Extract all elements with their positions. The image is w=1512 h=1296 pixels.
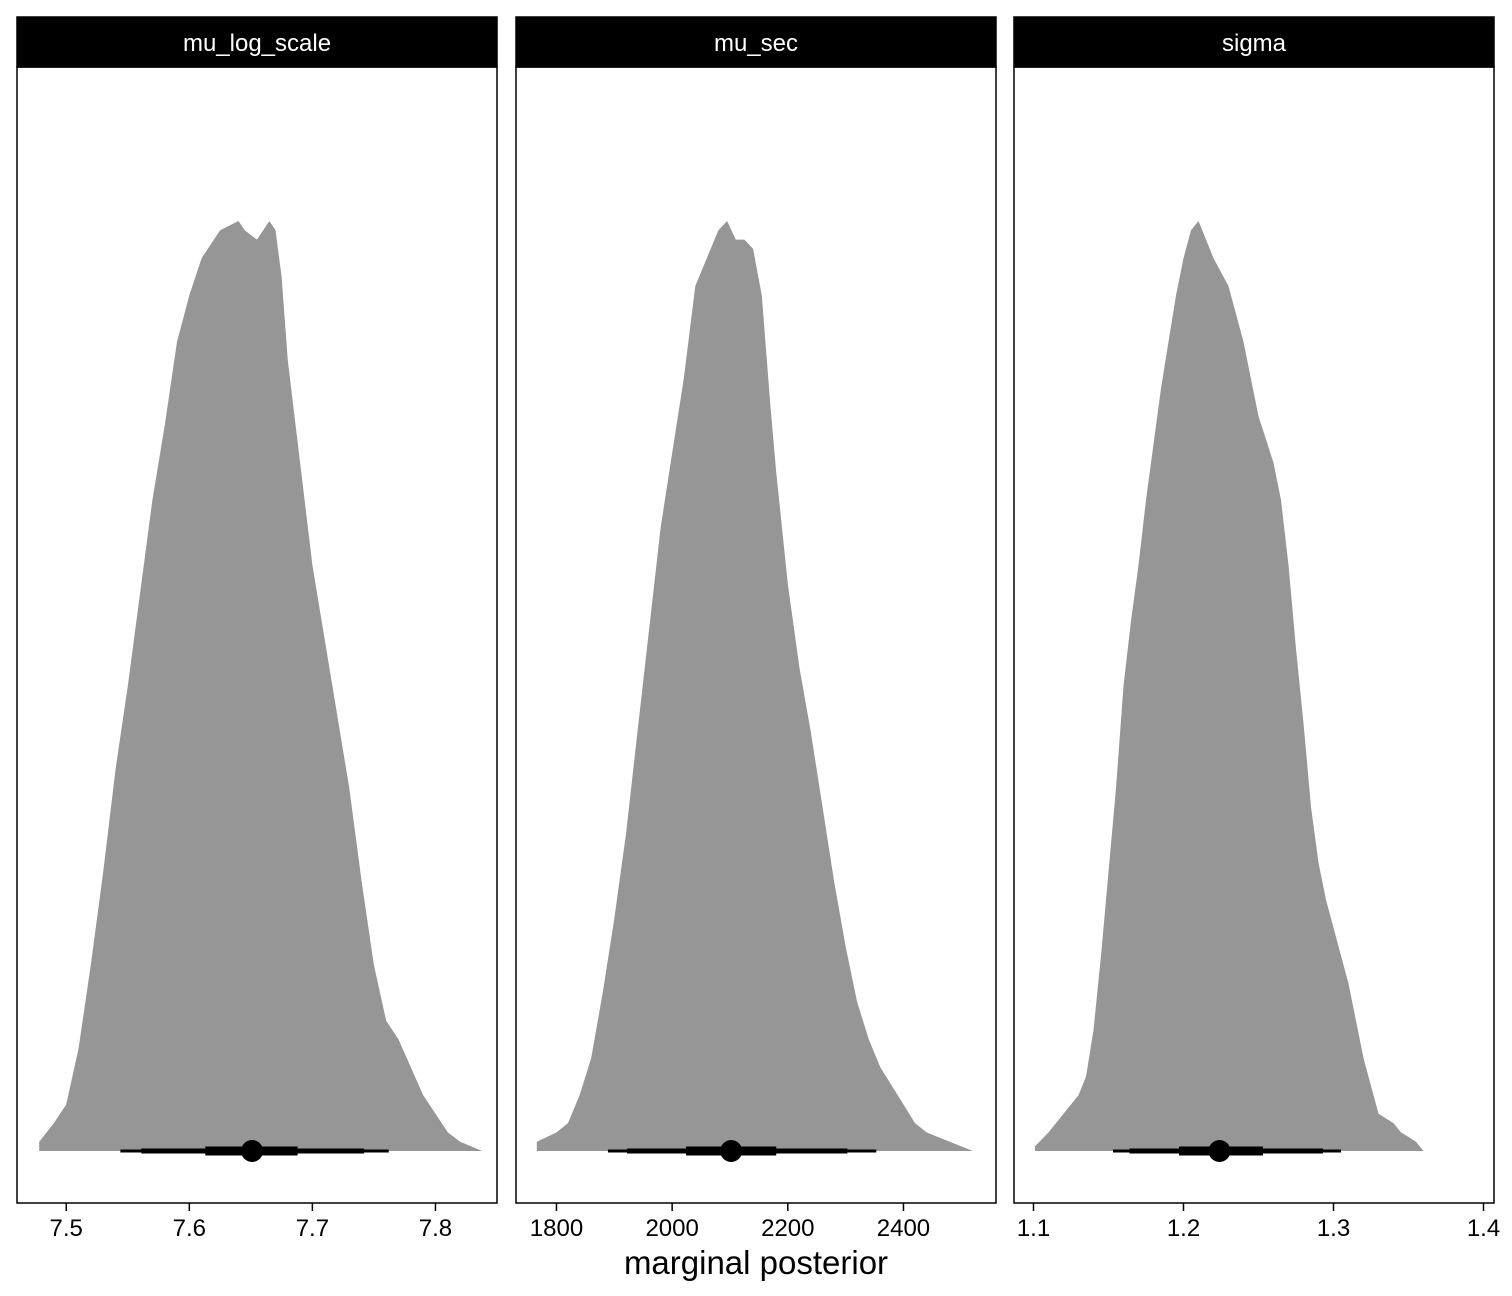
- x-tick-label: 7.7: [296, 1215, 329, 1242]
- x-tick-label: 1.4: [1467, 1215, 1500, 1242]
- x-tick-label: 1.2: [1167, 1215, 1200, 1242]
- x-tick-label: 7.5: [50, 1215, 83, 1242]
- point-estimate: [241, 1140, 264, 1162]
- x-axis-title: marginal posterior: [624, 1244, 888, 1281]
- facet-panel-sigma: sigma 1.1 1.2 1.3 1.4: [1013, 16, 1500, 1242]
- point-estimate: [1208, 1140, 1231, 1162]
- x-tick-label: 1.1: [1017, 1215, 1050, 1242]
- density-area: [39, 221, 483, 1151]
- density-area: [536, 221, 983, 1151]
- x-tick-label: 2000: [645, 1215, 698, 1242]
- panel-border: [1013, 66, 1495, 1204]
- facet-strip: [1013, 16, 1495, 68]
- x-tick-label: 7.8: [419, 1215, 452, 1242]
- x-tick-label: 7.6: [173, 1215, 206, 1242]
- facet-strip-label: mu_sec: [714, 30, 798, 57]
- x-tick-label: 2400: [877, 1215, 930, 1242]
- facet-strip: [515, 16, 997, 68]
- x-tick-label: 2200: [761, 1215, 814, 1242]
- density-area: [1035, 221, 1475, 1151]
- facet-strip-label: sigma: [1222, 30, 1287, 57]
- x-tick-label: 1800: [530, 1215, 583, 1242]
- facet-panel-mu-log-scale: mu_log_scale 7.5 7.6 7.7 7.8: [16, 16, 498, 1242]
- facet-strip-label: mu_log_scale: [183, 30, 331, 57]
- point-estimate: [720, 1140, 743, 1162]
- facet-panel-mu-sec: mu_sec 1800 2000 2200 2400: [515, 16, 997, 1242]
- facet-strip: [16, 16, 498, 68]
- x-tick-label: 1.3: [1317, 1215, 1350, 1242]
- panel-border: [16, 66, 498, 1204]
- panel-border: [515, 66, 997, 1204]
